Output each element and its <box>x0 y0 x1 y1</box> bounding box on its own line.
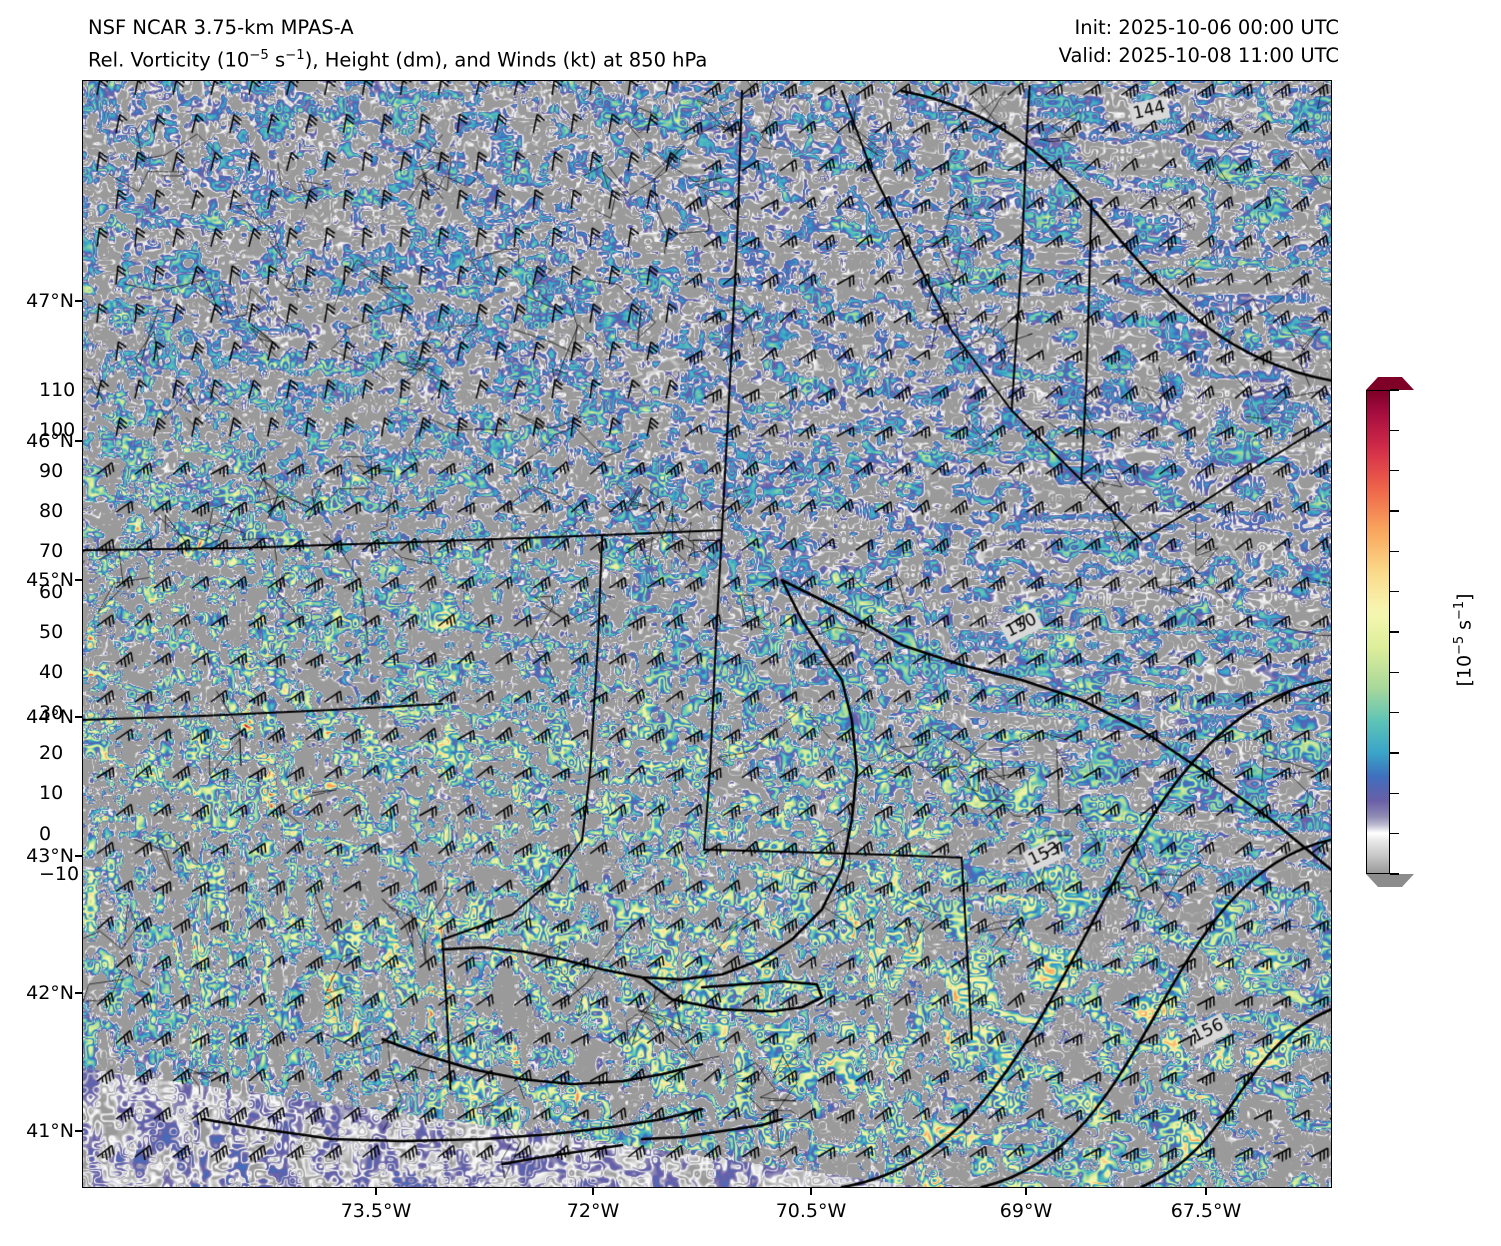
x-axis-tick-label: 72°W <box>566 1200 620 1222</box>
x-axis-tick-mark <box>592 1188 594 1195</box>
y-axis-tick-mark <box>75 440 82 442</box>
colorbar-extend-bottom-arrow <box>1366 874 1414 887</box>
colorbar-tick-mark <box>1390 711 1399 714</box>
colorbar-tick-mark <box>1390 550 1399 553</box>
x-axis-tick-mark <box>810 1188 812 1195</box>
colorbar-tick-label: 80 <box>39 500 64 522</box>
colorbar-tick-label: 0 <box>39 822 52 845</box>
y-axis-tick-label: 41°N <box>26 1120 74 1142</box>
x-axis-tick-label: 70.5°W <box>775 1200 847 1222</box>
y-axis-tick-label: 46°N <box>26 430 74 452</box>
colorbar-tick-label: 60 <box>39 580 64 603</box>
colorbar-tick-label: 100 <box>39 419 76 442</box>
colorbar-tick-mark <box>1390 631 1399 633</box>
map-panel[interactable] <box>82 80 1332 1188</box>
header-right: Init: 2025-10-06 00:00 UTC Valid: 2025-1… <box>1059 14 1339 70</box>
field-title: Rel. Vorticity (10−5 s−1), Height (dm), … <box>88 48 708 72</box>
y-axis-tick-label: 44°N <box>26 706 74 728</box>
colorbar-tick-label: 90 <box>39 459 64 482</box>
x-axis-tick-mark <box>375 1188 377 1195</box>
colorbar-tick-label: 30 <box>39 701 64 724</box>
y-axis-tick-label: 42°N <box>26 982 74 1004</box>
colorbar-tick-label: 70 <box>39 540 64 563</box>
x-axis-tick-mark <box>1025 1188 1027 1195</box>
colorbar-tick-mark <box>1390 590 1399 593</box>
vorticity-field-canvas <box>83 81 1331 1187</box>
x-axis-tick-label: 67.5°W <box>1170 1200 1242 1222</box>
colorbar-tick-mark <box>1390 832 1399 835</box>
y-axis-tick-label: 43°N <box>26 845 74 867</box>
colorbar-tick-mark <box>1390 873 1399 875</box>
colorbar-tick-label: 20 <box>39 742 64 764</box>
x-axis-tick-label: 73.5°W <box>340 1200 412 1222</box>
colorbar-tick-label: −10 <box>39 863 80 885</box>
colorbar-axis-label: [10−5 s−1] <box>1452 593 1476 687</box>
colorbar-tick-mark <box>1390 510 1399 512</box>
y-axis-tick-mark <box>75 855 82 857</box>
x-axis-tick-label: 69°W <box>999 1200 1053 1222</box>
valid-time-label: Valid: 2025-10-08 11:00 UTC <box>1058 44 1339 67</box>
init-time-label: Init: 2025-10-06 00:00 UTC <box>1074 16 1339 39</box>
y-axis-tick-label: 45°N <box>26 569 74 591</box>
colorbar <box>1366 377 1414 887</box>
y-axis-tick-mark <box>75 716 82 718</box>
colorbar-tick-mark <box>1390 752 1399 754</box>
colorbar-extend-top-arrow <box>1366 377 1414 390</box>
y-axis-tick-mark <box>75 1130 82 1132</box>
colorbar-tick-label: 110 <box>39 379 76 401</box>
y-axis-tick-mark <box>75 300 82 302</box>
colorbar-tick-label: 50 <box>39 621 64 643</box>
colorbar-tick-mark <box>1390 389 1399 391</box>
header-left: NSF NCAR 3.75-km MPAS-A Rel. Vorticity (… <box>88 14 988 75</box>
colorbar-tick-label: 10 <box>39 782 64 805</box>
colorbar-tick-mark <box>1390 429 1399 432</box>
colorbar-gradient <box>1366 390 1390 874</box>
colorbar-tick-mark <box>1390 792 1399 795</box>
colorbar-tick-label: 40 <box>39 661 64 684</box>
colorbar-tick-mark <box>1390 671 1399 674</box>
y-axis-tick-mark <box>75 579 82 581</box>
y-axis-tick-label: 47°N <box>26 290 74 312</box>
y-axis-tick-mark <box>75 992 82 994</box>
colorbar-tick-mark <box>1390 469 1399 472</box>
model-title: NSF NCAR 3.75-km MPAS-A <box>88 16 354 39</box>
x-axis-tick-mark <box>1205 1188 1207 1195</box>
